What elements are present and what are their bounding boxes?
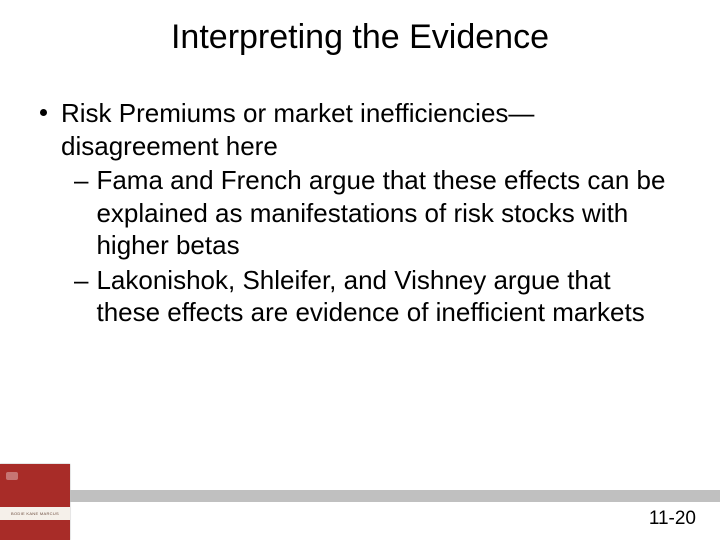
slide-body: Risk Premiums or market inefficiencies—d… (0, 67, 720, 329)
bullet-level-2: – Lakonishok, Shleifer, and Vishney argu… (74, 264, 680, 329)
slide: Interpreting the Evidence Risk Premiums … (0, 0, 720, 540)
bullet-dot-icon (40, 109, 47, 116)
footer-divider-bar (70, 490, 720, 502)
bullet-level-2: – Fama and French argue that these effec… (74, 164, 680, 262)
cover-authors: BODIE KANE MARCUS (0, 507, 70, 520)
bullet-level-1: Risk Premiums or market inefficiencies—d… (40, 97, 680, 162)
slide-title: Interpreting the Evidence (0, 0, 720, 67)
cover-accent-icon (6, 472, 18, 480)
bullet-text: Risk Premiums or market inefficiencies—d… (61, 97, 680, 162)
page-number: 11-20 (649, 508, 696, 530)
dash-icon: – (74, 264, 88, 297)
book-cover-thumbnail: BODIE KANE MARCUS (0, 464, 70, 540)
dash-icon: – (74, 164, 88, 197)
slide-footer: BODIE KANE MARCUS 11-20 (0, 462, 720, 540)
bullet-text: Lakonishok, Shleifer, and Vishney argue … (96, 264, 680, 329)
bullet-text: Fama and French argue that these effects… (96, 164, 680, 262)
